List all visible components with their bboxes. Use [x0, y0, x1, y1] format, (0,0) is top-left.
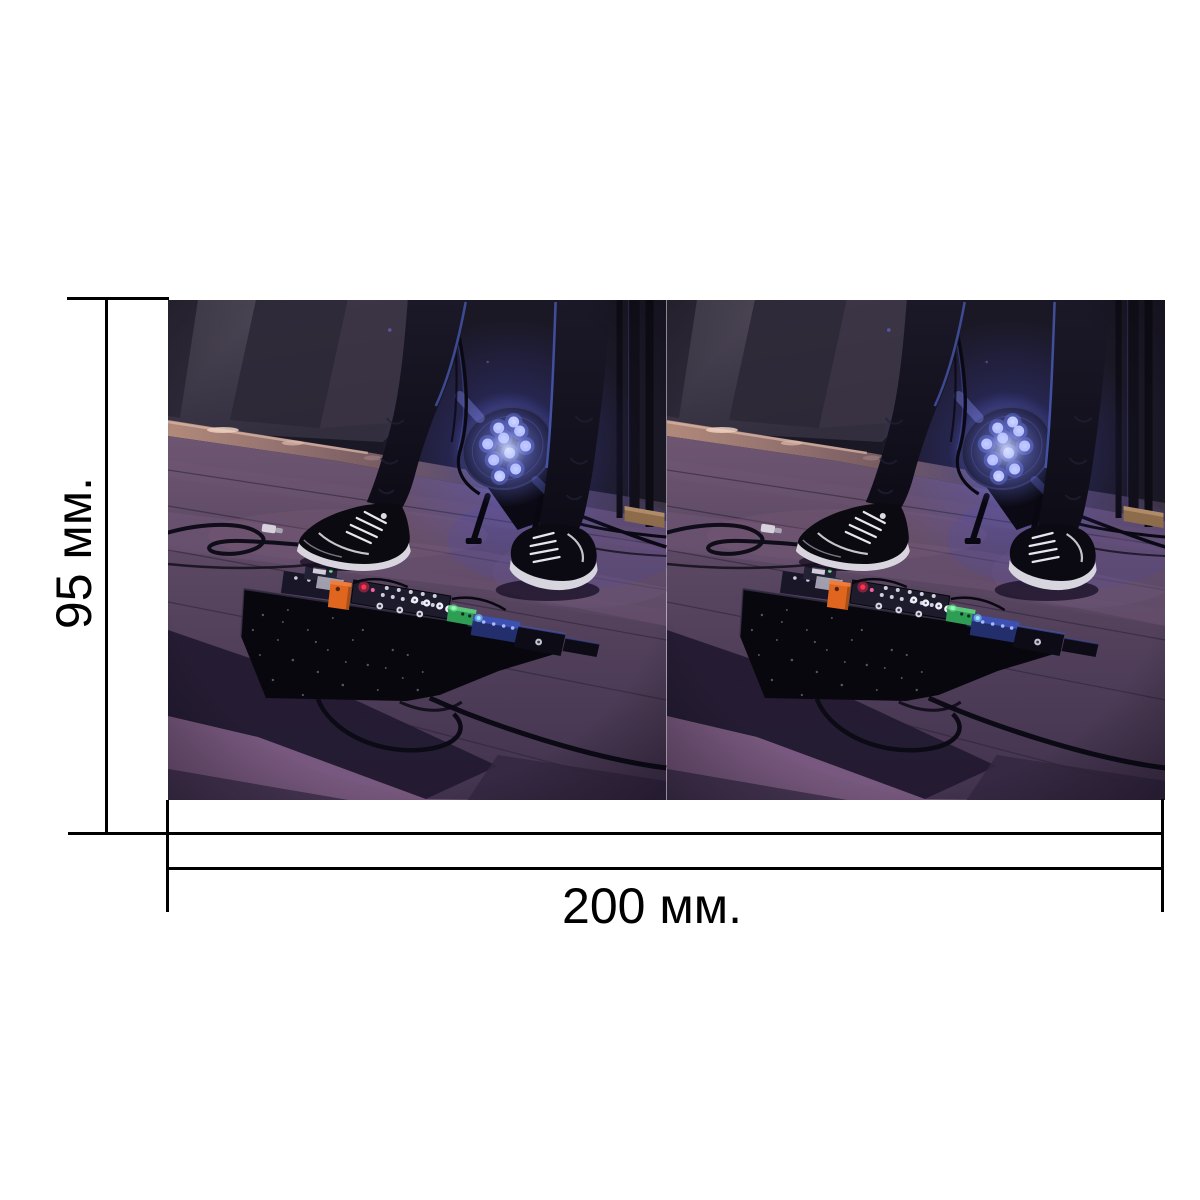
- width-dim-line: [166, 867, 1164, 870]
- stereo-photo-left: [168, 300, 667, 800]
- height-dim-line: [105, 298, 108, 834]
- height-dim-top-tick: [67, 297, 169, 300]
- width-dim-right-extension: [1161, 799, 1164, 912]
- width-dim-label: 200 мм.: [562, 878, 742, 934]
- stereo-photo-pair: [168, 300, 1165, 800]
- width-dim-baseline: [68, 832, 1164, 835]
- height-dim-label: 95 мм.: [46, 476, 102, 630]
- stereo-photo-right: [667, 300, 1166, 800]
- width-dim-left-extension: [166, 800, 169, 912]
